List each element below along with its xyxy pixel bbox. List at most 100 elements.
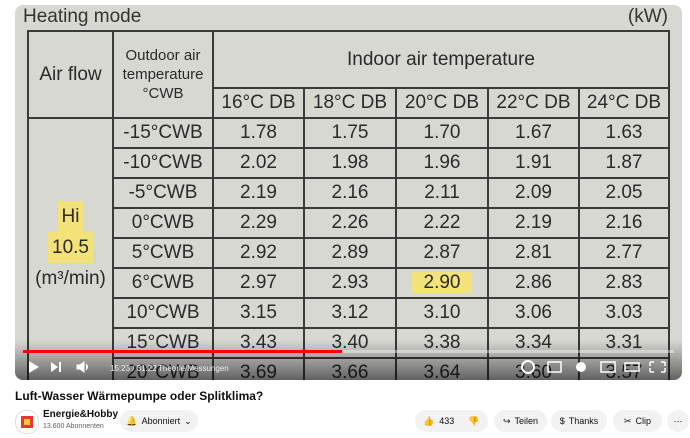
value-cell: 1.87 [578, 147, 670, 179]
controls-overlay [15, 340, 682, 380]
channel-name[interactable]: Energie&Hobby [43, 409, 119, 420]
air-flow-header: Air flow [27, 30, 114, 119]
table-row: 5°CWB 2.92 2.89 2.87 2.81 2.77 [28, 237, 670, 269]
volume-button[interactable] [76, 361, 88, 373]
value-cell: 2.89 [303, 237, 397, 269]
row-label: 10°CWB [112, 297, 214, 329]
value-cell: 2.19 [487, 207, 580, 239]
share-icon: ↪ [502, 415, 511, 426]
highlight: 2.90 [411, 272, 473, 293]
value-cell: 2.26 [303, 207, 397, 239]
outdoor-header-line: Outdoor air [125, 47, 201, 64]
player-buttons [29, 361, 88, 373]
clip-label: Clip [635, 416, 652, 426]
value-cell: 2.19 [212, 177, 305, 209]
value-cell: 2.92 [212, 237, 305, 269]
air-flow-cell: Hi 10.5 (m³/min) [27, 117, 114, 380]
value-cell: 2.93 [303, 267, 397, 299]
share-label: Teilen [514, 416, 539, 426]
value-cell: 3.06 [487, 297, 580, 329]
value-cell: 3.12 [303, 297, 397, 329]
subscribe-button[interactable]: 🔔 Abonniert ⌄ [120, 410, 198, 432]
air-flow-text: (m³/min) [35, 268, 106, 289]
progress-bar[interactable] [23, 350, 674, 353]
outdoor-header-line: temperature [122, 66, 204, 83]
value-cell: 1.96 [395, 147, 489, 179]
fullscreen[interactable] [649, 361, 666, 373]
value-cell: 2.22 [395, 207, 489, 239]
avatar-mark [24, 419, 30, 425]
channel-avatar[interactable] [15, 410, 39, 434]
like-dislike[interactable]: 👍 433 👎 [415, 410, 488, 432]
outdoor-header-line: °CWB [142, 85, 184, 102]
miniplayer[interactable] [600, 361, 616, 373]
value-cell: 2.87 [395, 237, 489, 269]
player-right-buttons [521, 360, 666, 374]
next-button[interactable] [51, 362, 61, 372]
column-header: 22°C DB [487, 87, 580, 119]
table-row: -5°CWB 2.19 2.16 2.11 2.09 2.05 [28, 177, 670, 209]
thanks-icon: $ [559, 416, 565, 426]
value-cell: 2.09 [487, 177, 580, 209]
clip-icon: ✂ [623, 415, 632, 426]
value-cell: 2.16 [303, 177, 397, 209]
table-row: 6°CWB 2.97 2.93 2.90 2.86 2.83 [28, 267, 670, 299]
column-header: 18°C DB [303, 87, 397, 119]
subscribe-label: Abonniert [141, 416, 181, 426]
outdoor-header: Outdoor air temperature °CWB [112, 30, 214, 119]
chapter[interactable]: Theorie/Messungen [158, 364, 229, 373]
table-row: -10°CWB 2.02 1.98 1.96 1.91 1.87 [28, 147, 670, 179]
subscriber-count: 13.600 Abonnenten [43, 423, 104, 430]
subtitles[interactable] [547, 361, 562, 373]
time: 15:23 / 31:22 [110, 364, 157, 373]
more-button[interactable]: ⋯ [667, 410, 689, 432]
table-title: Heating mode [23, 6, 142, 27]
value-cell: 1.75 [303, 117, 397, 149]
row-label: 5°CWB [112, 237, 214, 269]
theater[interactable] [624, 362, 640, 372]
value-cell: 2.86 [487, 267, 580, 299]
value-cell: 2.83 [578, 267, 670, 299]
row-label: -5°CWB [112, 177, 214, 209]
video-title: Luft-Wasser Wärmepumpe oder Splitklima? [15, 389, 264, 403]
value-cell: 1.70 [395, 117, 489, 149]
value-cell: 2.81 [487, 237, 580, 269]
value-cell: 1.98 [303, 147, 397, 179]
value-cell: 2.77 [578, 237, 670, 269]
autoplay[interactable] [521, 360, 535, 374]
value-cell: 3.03 [578, 297, 670, 329]
value-cell: 2.05 [578, 177, 670, 209]
value-cell: 1.67 [487, 117, 580, 149]
dislike-icon[interactable]: 👎 [468, 415, 480, 426]
row-label: -10°CWB [112, 147, 214, 179]
value-cell: 2.16 [578, 207, 670, 239]
thanks-button[interactable]: $ Thanks [551, 410, 607, 432]
table-unit: (kW) [627, 6, 668, 27]
progress-fill [23, 350, 342, 353]
video-player[interactable]: Heating mode (kW) Air flow Outdoor air t… [15, 5, 682, 380]
like-icon: 👍 [423, 415, 435, 426]
chevron: ⌄ [184, 415, 192, 426]
value-cell: 1.91 [487, 147, 580, 179]
row-label: 0°CWB [112, 207, 214, 239]
avatar-icon [21, 416, 33, 428]
value-cell: 2.97 [212, 267, 305, 299]
value-cell: 3.15 [212, 297, 305, 329]
thanks-label: Thanks [568, 416, 599, 426]
play-button[interactable] [29, 361, 39, 373]
column-header: 16°C DB [212, 87, 305, 119]
value-cell: 2.02 [212, 147, 305, 179]
value-cell: 3.10 [395, 297, 489, 329]
air-flow-text: 10.5 [48, 232, 93, 263]
column-header: 20°C DB [395, 87, 489, 119]
value-cell: 2.90 [395, 267, 489, 299]
clip-button[interactable]: ✂ Clip [613, 410, 662, 432]
bell-icon: 🔔 [126, 415, 138, 426]
share-button[interactable]: ↪ Teilen [494, 410, 547, 432]
row-label: 6°CWB [112, 267, 214, 299]
value-cell: 1.78 [212, 117, 305, 149]
settings[interactable] [576, 362, 586, 372]
table-row: Hi 10.5 (m³/min) -15°CWB 1.78 1.75 1.70 1.67 1.6… [27, 117, 670, 380]
value-cell: 1.63 [578, 117, 670, 149]
